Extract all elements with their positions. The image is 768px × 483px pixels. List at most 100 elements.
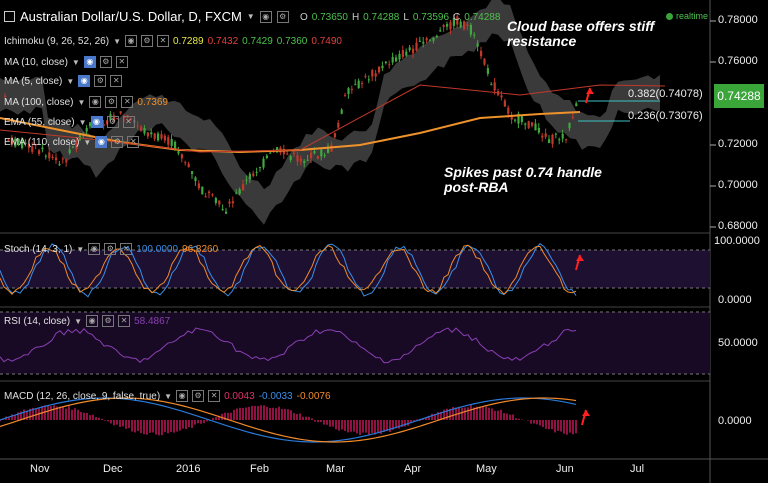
close-icon[interactable]: ✕	[156, 35, 169, 47]
candle-body	[238, 189, 241, 194]
settings-icon[interactable]: ⚙	[106, 116, 119, 128]
candle-body	[548, 139, 551, 144]
candle-body	[490, 84, 493, 86]
candle-body	[344, 94, 347, 96]
candle-body	[167, 137, 170, 145]
eye-icon[interactable]: ◉	[259, 10, 272, 23]
candle-body	[248, 173, 251, 180]
candle-body	[531, 122, 534, 126]
ohlc-readout: O 0.73650 H 0.74288 L 0.73596 C 0.74288	[300, 12, 501, 23]
candle-body	[361, 82, 364, 84]
candle-body	[197, 183, 200, 189]
settings-icon[interactable]: ⚙	[140, 35, 153, 47]
settings-icon[interactable]: ⚙	[276, 10, 289, 23]
candle-body	[208, 191, 211, 194]
close-icon[interactable]: ✕	[127, 136, 140, 148]
candle-body	[429, 40, 432, 42]
eye-icon[interactable]: ◉	[89, 96, 102, 108]
candle-body	[286, 153, 289, 155]
candle-body	[269, 152, 272, 154]
candle-body	[378, 66, 381, 73]
red-arrow-stoch-head	[576, 255, 584, 261]
candle-body	[415, 42, 418, 51]
time-label: Jul	[630, 463, 645, 475]
legend-ichimoku[interactable]: Ichimoku (9, 26, 52, 26) ▼ ◉ ⚙ ✕ 0.7289 0.7…	[4, 35, 342, 47]
stoch-tick: 0.0000	[718, 294, 752, 306]
settings-icon[interactable]: ⚙	[94, 75, 107, 87]
candle-body	[146, 132, 149, 137]
candle-body	[204, 196, 207, 198]
settings-icon[interactable]: ⚙	[105, 96, 118, 108]
close-icon[interactable]: ✕	[110, 75, 123, 87]
candle-body	[405, 51, 408, 56]
legend-ema110[interactable]: EMA (110, close) ▼ ◉ ⚙ ✕	[4, 135, 140, 149]
candle-body	[503, 100, 506, 107]
legend-ma100[interactable]: MA (100, close) ▼ ◉ ⚙ ✕ 0.7369	[4, 96, 168, 108]
legend-ma10[interactable]: MA (10, close) ▼ ◉ ⚙ ✕	[4, 55, 128, 69]
legend-stoch[interactable]: Stoch (14, 3, 1) ▼ ◉ ⚙ ✕ 100.0000 96.8260	[4, 243, 219, 255]
price-tick: 0.68000	[718, 220, 758, 232]
candle-body	[303, 161, 306, 163]
chevron-down-icon[interactable]: ▼	[246, 12, 255, 21]
close-icon[interactable]: ✕	[115, 56, 128, 68]
candle-body	[544, 133, 547, 137]
settings-icon[interactable]: ⚙	[102, 315, 115, 327]
candle-body	[89, 122, 92, 127]
candle-body	[442, 25, 445, 28]
candle-body	[422, 41, 425, 44]
candle-body	[218, 200, 221, 205]
candle-body	[313, 151, 316, 154]
candle-body	[367, 79, 370, 81]
close-icon[interactable]: ✕	[208, 390, 221, 402]
close-icon[interactable]: ✕	[122, 116, 135, 128]
candle-body	[157, 133, 160, 141]
eye-icon[interactable]: ◉	[95, 136, 108, 148]
candle-body	[449, 22, 452, 30]
candle-body	[333, 133, 336, 138]
legend-ma5[interactable]: MA (5, close) ▼ ◉ ⚙ ✕	[4, 74, 123, 88]
eye-icon[interactable]: ◉	[86, 315, 99, 327]
close-icon[interactable]: ✕	[120, 243, 133, 255]
settings-icon[interactable]: ⚙	[192, 390, 205, 402]
candle-body	[153, 133, 156, 139]
candle-body	[85, 128, 88, 132]
candle-body	[537, 127, 540, 133]
candle-body	[459, 21, 462, 28]
settings-icon[interactable]: ⚙	[111, 136, 124, 148]
time-label: Dec	[103, 463, 123, 475]
eye-icon[interactable]: ◉	[88, 243, 101, 255]
settings-icon[interactable]: ⚙	[99, 56, 112, 68]
candle-body	[265, 155, 268, 158]
collapse-icon[interactable]	[4, 11, 15, 22]
settings-icon[interactable]: ⚙	[104, 243, 117, 255]
stoch-tick: 100.0000	[714, 235, 760, 247]
legend-ema55[interactable]: EMA (55, close) ▼ ◉ ⚙ ✕	[4, 115, 135, 129]
candle-body	[262, 158, 265, 168]
candle-body	[554, 133, 557, 135]
candle-body	[235, 192, 238, 194]
candle-body	[140, 126, 143, 131]
candle-body	[412, 48, 415, 54]
eye-icon[interactable]: ◉	[176, 390, 189, 402]
candle-body	[187, 163, 190, 168]
candle-body	[510, 116, 513, 120]
candle-body	[201, 186, 204, 195]
legend-macd[interactable]: MACD (12, 26, close, 9, false, true) ▼ ◉ ⚙…	[4, 390, 331, 402]
eye-icon[interactable]: ◉	[90, 116, 103, 128]
close-icon[interactable]: ✕	[121, 96, 134, 108]
candle-body	[255, 171, 258, 173]
candle-body	[432, 38, 435, 41]
legend-rsi[interactable]: RSI (14, close) ▼ ◉ ⚙ ✕ 58.4867	[4, 315, 171, 327]
candle-body	[112, 115, 115, 122]
close-icon[interactable]: ✕	[118, 315, 131, 327]
eye-icon[interactable]: ◉	[124, 35, 137, 47]
candle-body	[568, 123, 571, 129]
candle-body	[170, 139, 173, 146]
macd-tick: 0.0000	[718, 415, 752, 427]
eye-icon[interactable]: ◉	[78, 75, 91, 87]
candle-body	[500, 95, 503, 98]
time-label: Apr	[404, 463, 422, 475]
price-tick: 0.76000	[718, 55, 758, 67]
eye-icon[interactable]: ◉	[83, 56, 96, 68]
